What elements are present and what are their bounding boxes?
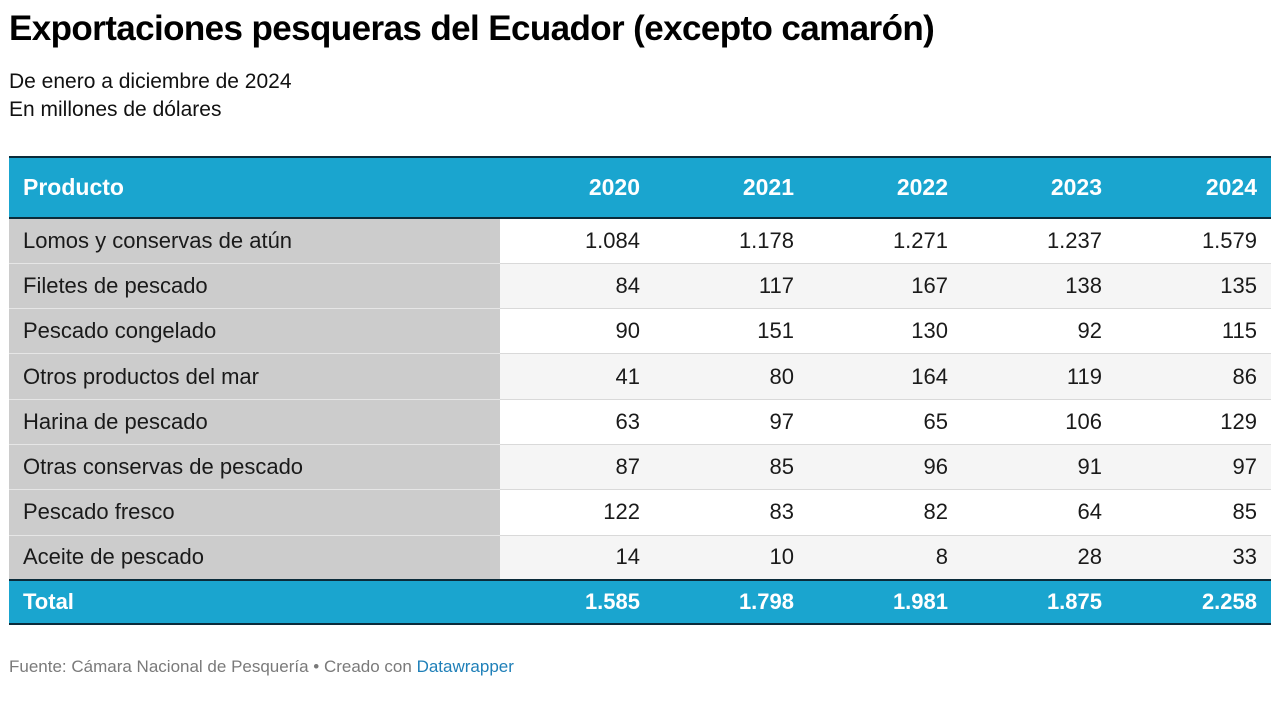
value-cell-2021: 151 [654,308,808,355]
product-name-cell: Aceite de pescado [9,535,500,581]
value-cell-2020: 87 [500,444,654,491]
data-table: Producto 2020 2021 2022 2023 2024 Lomos y con… [9,156,1271,626]
value-cell-2024: 135 [1116,263,1271,310]
value-cell-2020: 1.084 [500,218,654,264]
value-cell-2021: 117 [654,263,808,310]
table-row: Pescado congelado 90 151 130 92 115 [9,308,1271,355]
column-header-2021: 2021 [654,156,808,219]
value-cell-2024: 86 [1116,353,1271,400]
value-cell-2022: 130 [808,308,962,355]
value-cell-2020: 122 [500,489,654,536]
subtitle-period: De enero a diciembre de 2024 [9,70,292,93]
value-cell-2023: 138 [962,263,1116,310]
value-cell-2024: 1.579 [1116,218,1271,264]
value-cell-2023: 91 [962,444,1116,491]
table-header-row: Producto 2020 2021 2022 2023 2024 [9,156,1271,219]
product-name-cell: Pescado fresco [9,489,500,536]
value-cell-2022: 65 [808,399,962,445]
value-cell-2021: 1.178 [654,218,808,264]
value-cell-2023: 92 [962,308,1116,355]
value-cell-2024: 97 [1116,444,1271,491]
table-row: Pescado fresco 122 83 82 64 85 [9,489,1271,536]
value-cell-2022: 8 [808,535,962,581]
value-cell-2023: 119 [962,353,1116,400]
value-cell-2020: 14 [500,535,654,581]
value-cell-2024: 129 [1116,399,1271,445]
value-cell-2023: 106 [962,399,1116,445]
chart-footer: Fuente: Cámara Nacional de Pesquería • C… [9,657,514,677]
product-name-cell: Otras conservas de pescado [9,444,500,491]
table-row: Harina de pescado 63 97 65 106 129 [9,399,1271,445]
total-value-cell-2021: 1.798 [654,579,808,626]
table-total-row: Total 1.585 1.798 1.981 1.875 2.258 [9,579,1271,626]
table-row: Filetes de pescado 84 117 167 138 135 [9,263,1271,310]
value-cell-2021: 97 [654,399,808,445]
column-header-producto: Producto [9,156,500,219]
datawrapper-link[interactable]: Datawrapper [416,657,514,676]
total-label-cell: Total [9,579,500,626]
value-cell-2021: 80 [654,353,808,400]
total-value-cell-2022: 1.981 [808,579,962,626]
column-header-2023: 2023 [962,156,1116,219]
product-name-cell: Otros productos del mar [9,353,500,400]
product-name-cell: Filetes de pescado [9,263,500,310]
product-name-cell: Pescado congelado [9,308,500,355]
chart-subtitle: De enero a diciembre de 2024 En millones… [9,68,292,124]
column-header-2020: 2020 [500,156,654,219]
value-cell-2021: 83 [654,489,808,536]
value-cell-2022: 164 [808,353,962,400]
total-value-cell-2020: 1.585 [500,579,654,626]
value-cell-2022: 96 [808,444,962,491]
value-cell-2020: 90 [500,308,654,355]
value-cell-2020: 41 [500,353,654,400]
table-row: Lomos y conservas de atún 1.084 1.178 1.271… [9,218,1271,264]
table-body: Lomos y conservas de atún 1.084 1.178 1.271… [9,218,1271,581]
value-cell-2021: 10 [654,535,808,581]
table-row: Otras conservas de pescado 87 85 96 91 97 [9,444,1271,491]
column-header-2024: 2024 [1116,156,1271,219]
source-note: Fuente: Cámara Nacional de Pesquería • C… [9,657,417,676]
value-cell-2020: 63 [500,399,654,445]
value-cell-2022: 82 [808,489,962,536]
table-row: Otros productos del mar 41 80 164 119 86 [9,353,1271,400]
value-cell-2024: 85 [1116,489,1271,536]
value-cell-2024: 115 [1116,308,1271,355]
value-cell-2023: 64 [962,489,1116,536]
value-cell-2023: 1.237 [962,218,1116,264]
value-cell-2021: 85 [654,444,808,491]
value-cell-2023: 28 [962,535,1116,581]
product-name-cell: Lomos y conservas de atún [9,218,500,264]
total-value-cell-2023: 1.875 [962,579,1116,626]
value-cell-2022: 167 [808,263,962,310]
product-name-cell: Harina de pescado [9,399,500,445]
value-cell-2020: 84 [500,263,654,310]
chart-title: Exportaciones pesqueras del Ecuador (exc… [9,9,935,48]
value-cell-2024: 33 [1116,535,1271,581]
total-value-cell-2024: 2.258 [1116,579,1271,626]
table-row: Aceite de pescado 14 10 8 28 33 [9,535,1271,581]
subtitle-units: En millones de dólares [9,98,222,121]
column-header-2022: 2022 [808,156,962,219]
value-cell-2022: 1.271 [808,218,962,264]
